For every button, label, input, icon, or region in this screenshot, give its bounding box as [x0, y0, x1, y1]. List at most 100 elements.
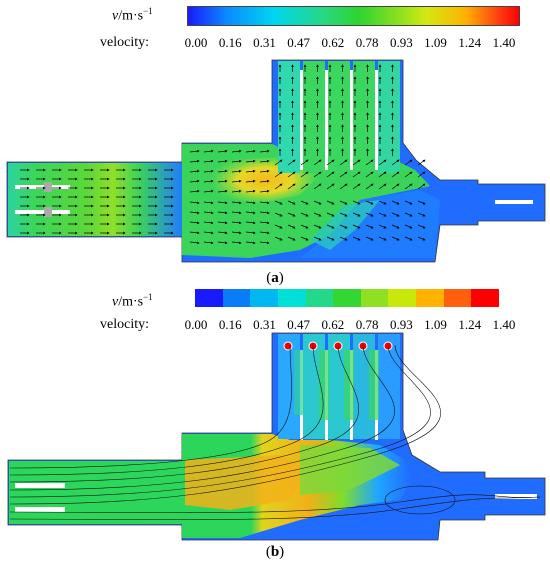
velocity-arrow [404, 200, 413, 205]
velocity-arrow [404, 236, 413, 241]
velocity-arrow [300, 212, 309, 217]
velocity-arrow [217, 241, 228, 245]
velocity-arrow [245, 211, 256, 215]
velocity-arrow [339, 236, 348, 241]
velocity-arrow [313, 224, 322, 229]
streamline [9, 344, 431, 498]
velocity-arrow [203, 231, 214, 235]
velocity-arrow [287, 183, 296, 190]
velocity-arrow [378, 212, 387, 217]
velocity-arrow [274, 171, 283, 178]
colorbar-tick-label: 0.31 [253, 35, 276, 50]
colorbar-band [222, 289, 251, 307]
colorbar-band [443, 289, 472, 307]
velocity-arrow [417, 212, 426, 217]
velocity-arrow [326, 159, 335, 166]
streamline [9, 344, 324, 476]
velocity-arrow [352, 224, 361, 229]
velocity-arrow [231, 231, 242, 235]
velocity-arrow [404, 224, 413, 229]
colorbar-tick-label: 0.78 [355, 35, 379, 50]
velocity-arrow [203, 179, 214, 183]
colorbar-band [471, 289, 500, 307]
flow-field-b [7, 332, 546, 541]
velocity-arrow [378, 183, 387, 190]
colorbar-tick-label: 0.93 [389, 35, 413, 50]
velocity-arrow [245, 159, 256, 163]
velocity-arrow [274, 200, 283, 205]
branch-channels-b [278, 334, 400, 440]
velocity-arrow [339, 200, 348, 205]
velocity-arrow [217, 159, 228, 163]
streamline [9, 344, 441, 505]
velocity-arrow [203, 221, 214, 225]
velocity-arrow [203, 201, 214, 205]
velocity-arrow [378, 200, 387, 205]
velocity-arrow [404, 159, 413, 166]
colorbar-tick-label: 0.16 [218, 317, 242, 332]
velocity-arrow [217, 169, 228, 173]
velocity-arrow [189, 179, 200, 183]
velocity-arrow [339, 212, 348, 217]
colorbar-b [195, 289, 500, 307]
mid-green-b [300, 445, 400, 495]
velocity-arrow [203, 189, 214, 193]
monitor-point [283, 341, 293, 351]
velocity-arrow [287, 224, 296, 229]
velocity-arrow [352, 236, 361, 241]
velocity-arrow [417, 236, 426, 241]
colorbar-a [187, 6, 520, 26]
colorbar-band [388, 289, 417, 307]
velocity-label-a: velocity: [100, 35, 149, 50]
velocity-arrow [217, 189, 228, 193]
velocity-arrow [326, 236, 335, 241]
velocity-arrow [189, 189, 200, 193]
velocity-arrow [326, 171, 335, 178]
colorbar-tick-label: 1.40 [492, 317, 516, 332]
velocity-arrow [231, 211, 242, 215]
colorbar-tick-label: 0.00 [184, 35, 208, 50]
velocity-arrow [259, 149, 270, 153]
velocity-arrow [259, 201, 270, 205]
velocity-arrow [365, 236, 374, 241]
velocity-arrow [326, 212, 335, 217]
velocity-arrow [259, 231, 270, 235]
velocity-arrow [245, 241, 256, 245]
colorbar-band [416, 289, 444, 307]
velocity-arrow [352, 171, 361, 178]
velocity-arrow [274, 183, 283, 190]
velocity-arrow [189, 241, 200, 245]
velocity-arrow [391, 224, 400, 229]
velocity-arrow [287, 171, 296, 178]
velocity-arrow [231, 149, 242, 153]
colorbar-tick-label: 0.62 [321, 317, 345, 332]
inlet-slot-a [15, 185, 70, 189]
colorbar-tick-label: 0.78 [355, 317, 379, 332]
colorbar-tick-label: 0.31 [253, 317, 276, 332]
velocity-arrow [365, 200, 374, 205]
unit-label-b: v/m·s−1 [112, 292, 153, 311]
unit-symbol: v [112, 294, 119, 310]
velocity-arrow [259, 241, 270, 245]
streamline [9, 496, 541, 521]
colorbar-band [360, 289, 389, 307]
velocity-arrow [365, 212, 374, 217]
velocity-arrow [352, 212, 361, 217]
flow-field-a [6, 59, 546, 263]
colorbar-tick-label: 0.16 [218, 35, 242, 50]
velocity-arrow [417, 224, 426, 229]
streamline [9, 344, 395, 491]
velocity-arrow [378, 159, 387, 166]
velocity-arrow [259, 159, 270, 163]
caption-b: (b) [265, 544, 285, 560]
velocity-arrow [274, 212, 283, 217]
velocity-arrow [313, 200, 322, 205]
colorbar-tick-label: 0.93 [389, 317, 413, 332]
velocity-arrow [287, 200, 296, 205]
velocity-arrow [326, 183, 335, 190]
inlet-block-a [44, 207, 52, 217]
velocity-arrow [300, 236, 309, 241]
colorbar-tick-label: 0.47 [287, 317, 311, 332]
velocity-arrow [391, 212, 400, 217]
unit-label-a: v/m·s−1 [112, 6, 153, 25]
